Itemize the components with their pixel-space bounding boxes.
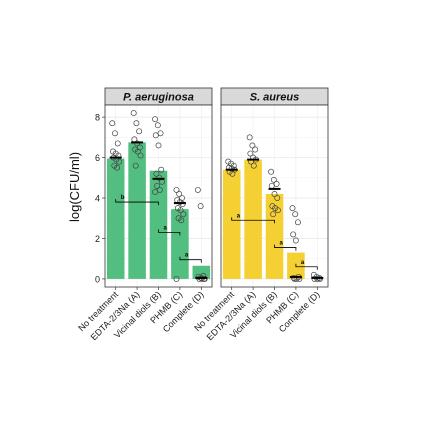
significance-bracket bbox=[295, 263, 318, 270]
bar bbox=[106, 158, 125, 279]
significance-label: a bbox=[164, 225, 168, 231]
bar bbox=[222, 169, 241, 279]
data-point bbox=[156, 174, 163, 181]
data-point bbox=[289, 205, 296, 212]
y-axis-label: log(CFU/ml) bbox=[67, 152, 82, 222]
data-point bbox=[155, 142, 162, 149]
significance-label: a bbox=[237, 213, 241, 219]
bar bbox=[265, 193, 284, 279]
bar bbox=[171, 209, 189, 279]
data-point bbox=[134, 140, 141, 147]
data-point bbox=[230, 162, 237, 169]
data-point bbox=[249, 142, 256, 149]
data-point bbox=[136, 128, 143, 135]
data-point bbox=[158, 166, 165, 173]
data-point bbox=[292, 211, 299, 218]
significance-bracket bbox=[231, 217, 275, 224]
data-point bbox=[201, 275, 208, 282]
data-point bbox=[290, 274, 297, 281]
data-point bbox=[132, 162, 139, 169]
data-point bbox=[290, 231, 297, 238]
data-point bbox=[156, 186, 163, 193]
data-point bbox=[154, 182, 161, 189]
data-point bbox=[292, 237, 299, 244]
data-point bbox=[252, 146, 259, 153]
data-point bbox=[270, 176, 277, 183]
data-point bbox=[199, 275, 205, 282]
data-point bbox=[270, 211, 277, 218]
data-point bbox=[179, 201, 186, 208]
data-point bbox=[178, 217, 185, 224]
data-point bbox=[152, 189, 159, 195]
data-point bbox=[317, 275, 323, 282]
significance-label: b bbox=[121, 195, 125, 201]
y-tick-label: 0 bbox=[95, 274, 100, 284]
data-point bbox=[180, 211, 187, 218]
facet-label: P. aeruginosa bbox=[123, 92, 194, 104]
data-point bbox=[157, 130, 164, 137]
data-point bbox=[137, 152, 144, 159]
significance-label: a bbox=[185, 253, 189, 259]
data-point bbox=[197, 203, 204, 210]
data-point bbox=[246, 134, 253, 141]
data-point bbox=[134, 148, 141, 155]
data-point bbox=[153, 170, 160, 177]
data-point bbox=[114, 140, 121, 147]
significance-label: a bbox=[301, 260, 305, 266]
data-point bbox=[250, 162, 257, 169]
data-point bbox=[194, 186, 201, 193]
data-point bbox=[273, 180, 280, 187]
data-point bbox=[295, 219, 301, 226]
significance-bracket bbox=[179, 256, 202, 263]
data-point bbox=[114, 164, 121, 171]
data-point bbox=[130, 110, 137, 117]
facet-label: S. aureus bbox=[250, 92, 300, 104]
y-tick-label: 2 bbox=[95, 234, 100, 244]
data-point bbox=[247, 150, 254, 157]
significance-bracket bbox=[274, 244, 297, 251]
data-point bbox=[152, 116, 159, 123]
data-point bbox=[116, 158, 123, 165]
y-tick-label: 6 bbox=[95, 153, 100, 163]
data-point bbox=[314, 275, 321, 282]
data-point bbox=[274, 207, 281, 214]
data-point bbox=[152, 132, 159, 139]
data-point bbox=[268, 168, 275, 175]
data-point bbox=[177, 207, 184, 214]
significance-label: a bbox=[280, 241, 284, 247]
data-point bbox=[176, 191, 183, 197]
data-point bbox=[112, 130, 118, 137]
significance-bracket bbox=[115, 199, 159, 206]
bar bbox=[128, 142, 146, 279]
data-point bbox=[271, 191, 278, 197]
y-tick-label: 8 bbox=[95, 113, 100, 123]
data-point bbox=[173, 275, 180, 282]
data-point bbox=[274, 195, 281, 201]
data-point bbox=[133, 120, 140, 127]
bar bbox=[149, 170, 168, 279]
significance-bracket bbox=[158, 229, 181, 236]
data-point bbox=[109, 120, 116, 127]
data-point bbox=[154, 122, 161, 129]
data-point bbox=[173, 186, 180, 193]
bar bbox=[244, 159, 262, 279]
y-tick-label: 4 bbox=[95, 194, 100, 204]
data-point bbox=[229, 170, 236, 177]
